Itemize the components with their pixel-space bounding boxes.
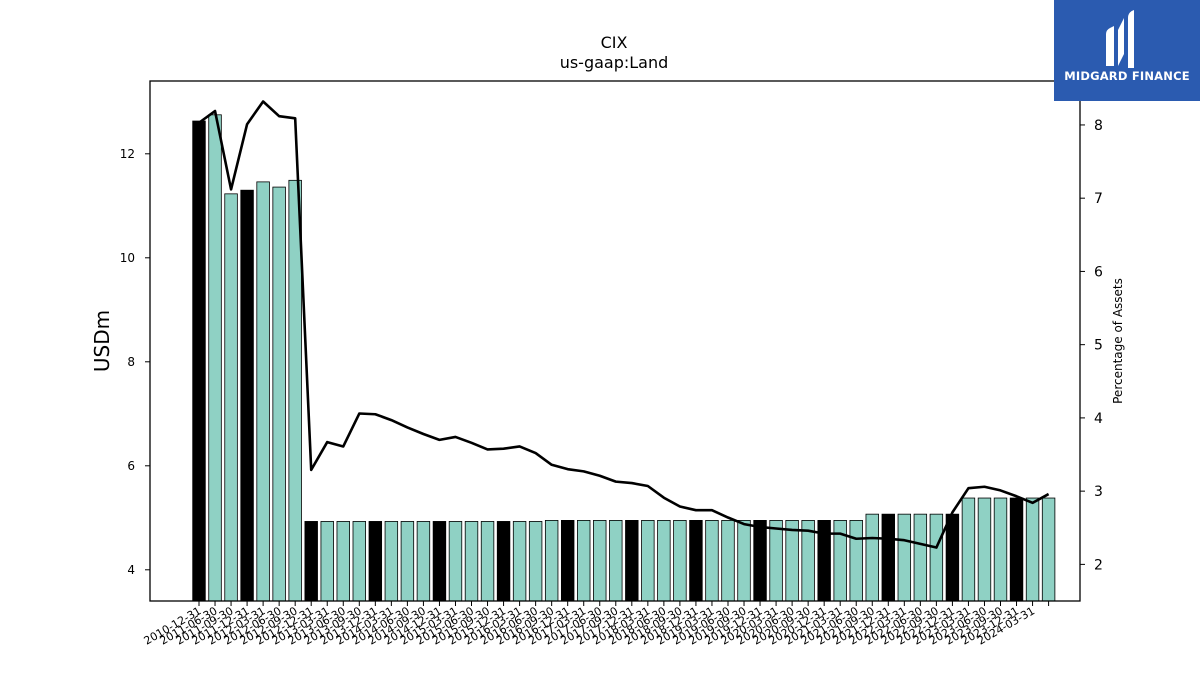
bar-quarter — [929, 513, 944, 602]
bar-quarter — [673, 520, 687, 602]
y-tick-label-right: 7 — [1094, 191, 1103, 207]
y-tick-label: 6 — [127, 459, 135, 473]
bar-quarter — [320, 521, 334, 602]
y-tick-label-right: 5 — [1094, 338, 1103, 354]
bar-quarter — [849, 520, 863, 602]
bar-annual — [192, 120, 206, 602]
bar-quarter — [1041, 497, 1056, 602]
line-group — [198, 100, 1050, 549]
y-tick-label: 10 — [120, 251, 135, 265]
bar-quarter — [400, 521, 415, 602]
bars-group — [192, 114, 1056, 602]
bar-annual — [753, 520, 767, 602]
bar-quarter — [352, 521, 367, 602]
bar-quarter — [1025, 497, 1040, 602]
bar-quarter — [961, 497, 976, 602]
bar-quarter — [721, 520, 735, 602]
bar-quarter — [336, 521, 350, 602]
y-tick-label: 8 — [127, 355, 135, 369]
bar-annual — [689, 520, 703, 602]
bar-annual — [625, 520, 639, 602]
y-tick-label-right: 3 — [1094, 484, 1103, 500]
bar-quarter — [416, 521, 431, 602]
bar-annual — [945, 513, 960, 602]
bar-quarter — [480, 521, 495, 602]
bar-quarter — [609, 520, 623, 602]
bar-quarter — [641, 520, 655, 602]
bar-quarter — [512, 521, 527, 602]
bar-quarter — [464, 521, 479, 602]
bar-annual — [432, 521, 447, 602]
bar-quarter — [705, 520, 719, 602]
bar-quarter — [913, 513, 928, 602]
logo-icon — [1106, 10, 1134, 68]
bar-quarter — [208, 114, 222, 602]
logo-text: MIDGARD FINANCE — [1064, 69, 1190, 83]
bar-quarter — [657, 520, 671, 602]
bar-annual — [496, 521, 511, 602]
axes-group: 468101223456782010-12-312011-06-302011-0… — [120, 118, 1103, 648]
bar-quarter — [785, 520, 799, 602]
bar-quarter — [865, 513, 879, 602]
y-tick-label-right: 6 — [1094, 264, 1103, 280]
chart-title: CIX — [601, 33, 628, 52]
bar-quarter — [224, 193, 238, 602]
bar-annual — [240, 189, 254, 602]
y-axis-label-right: Percentage of Assets — [1111, 278, 1125, 404]
brand-logo: MIDGARD FINANCE — [1054, 0, 1200, 101]
bar-quarter — [737, 520, 751, 602]
y-tick-label: 12 — [120, 147, 135, 161]
bar-quarter — [544, 520, 559, 602]
y-tick-label-right: 2 — [1094, 557, 1103, 573]
bar-quarter — [448, 521, 463, 602]
bar-quarter — [528, 521, 543, 602]
chart-subtitle: us-gaap:Land — [560, 53, 669, 72]
percentage-line — [198, 100, 1050, 549]
plot-frame — [149, 80, 1081, 602]
bar-annual — [1009, 497, 1024, 602]
bar-annual — [560, 520, 575, 602]
y-axis-label: USDm — [90, 310, 114, 372]
bar-quarter — [593, 520, 607, 602]
bar-quarter — [272, 186, 286, 602]
bar-annual — [881, 513, 895, 602]
bar-quarter — [769, 520, 783, 602]
bar-quarter — [256, 181, 270, 602]
bar-annual — [368, 521, 383, 602]
bar-quarter — [384, 521, 399, 602]
bar-quarter — [897, 513, 912, 602]
y-tick-label: 4 — [127, 563, 135, 577]
y-tick-label-right: 4 — [1094, 411, 1103, 427]
bar-quarter — [977, 497, 992, 602]
bar-quarter — [993, 497, 1008, 602]
bar-annual — [304, 521, 318, 602]
y-tick-label-right: 8 — [1094, 118, 1103, 134]
bar-quarter — [577, 520, 591, 602]
